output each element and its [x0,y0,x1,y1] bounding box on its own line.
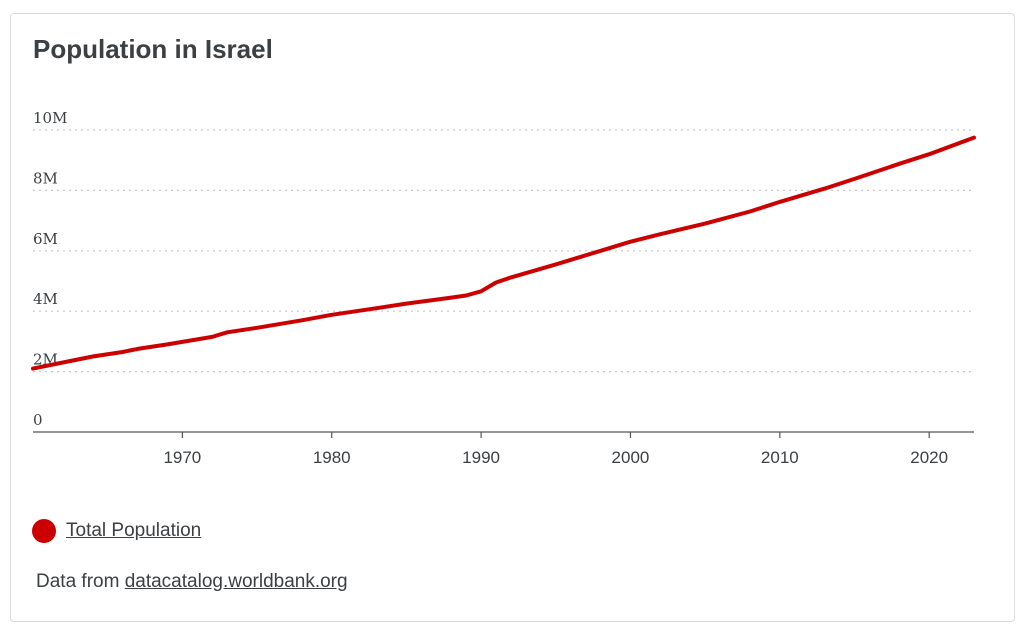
source-note: Data from datacatalog.worldbank.org [36,571,348,593]
source-link[interactable]: datacatalog.worldbank.org [124,571,348,592]
legend-item-total-population[interactable]: Total Population [66,520,202,541]
y-tick-label: 4M [33,290,58,308]
x-tick-label: 2000 [612,448,650,467]
y-tick-label: 10M [33,109,67,127]
chart-card: Population in Israel 0 2M 4M 6M 8M 10M 1970 198… [10,13,1015,622]
legend[interactable]: Total Population [32,519,201,543]
y-tick-label: 8M [33,169,58,187]
source-prefix: Data from [36,571,120,592]
x-tick-label: 2010 [761,448,799,467]
legend-marker-icon [32,519,56,543]
y-tick-label: 6M [33,230,58,248]
chart-title: Population in Israel [33,34,273,64]
y-tick-label: 0 [33,411,43,429]
x-tick-label: 1990 [462,448,500,467]
x-tick-label: 1980 [313,448,351,467]
x-tick-label: 2020 [910,448,948,467]
x-tick-label: 1970 [163,448,201,467]
series-line-total-population [31,135,976,371]
